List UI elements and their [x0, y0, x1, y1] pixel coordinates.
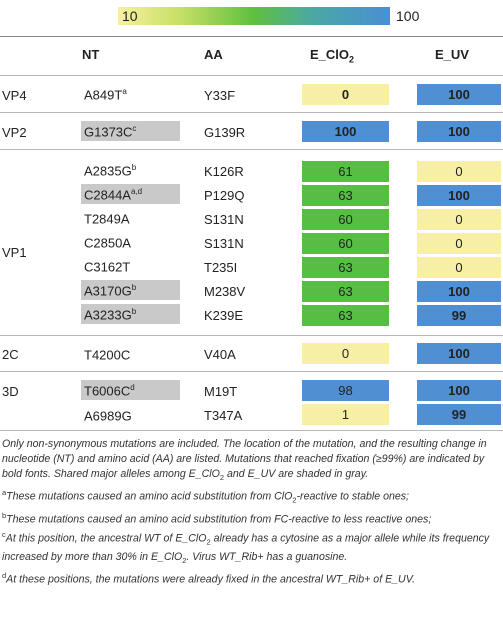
- e-uv-value: 99: [417, 305, 501, 326]
- e-uv-value: 100: [417, 281, 501, 302]
- e-uv-value: 0: [417, 209, 501, 230]
- shared-allele-shading: [81, 380, 180, 400]
- aa-cell: S131N: [204, 236, 244, 251]
- e-uv-value: 100: [417, 185, 501, 206]
- header-aa: AA: [204, 47, 223, 62]
- footnote-main: Only non-synonymous mutations are includ…: [2, 438, 487, 483]
- group-vp2: VP2: [2, 125, 27, 140]
- nt-cell: A6989G: [84, 408, 132, 424]
- aa-cell: G139R: [204, 125, 246, 140]
- group-rule: [0, 112, 503, 113]
- e-clo2-value: 1: [302, 404, 389, 425]
- aa-cell: T347A: [204, 408, 243, 423]
- group-rule: [0, 335, 503, 336]
- nt-cell: T2849A: [84, 211, 130, 227]
- e-uv-value: 100: [417, 121, 501, 142]
- nt-cell: C3162T: [84, 259, 131, 275]
- nt-cell: C2844Aa,d: [84, 187, 143, 203]
- group-vp4: VP4: [2, 88, 27, 103]
- group-rule: [0, 371, 503, 372]
- shared-allele-shading: [81, 304, 180, 324]
- group-rule: [0, 149, 503, 150]
- table-top-rule: [0, 36, 503, 37]
- e-clo2-value: 98: [302, 380, 389, 401]
- e-uv-value: 100: [417, 380, 501, 401]
- e-clo2-value: 60: [302, 233, 389, 254]
- e-uv-value: 0: [417, 233, 501, 254]
- nt-cell: C2850A: [84, 235, 131, 251]
- footnote-a: aThese mutations caused an amino acid su…: [2, 488, 409, 505]
- aa-cell: P129Q: [204, 188, 245, 203]
- e-clo2-value: 0: [302, 84, 389, 105]
- color-scale-gradient: [118, 7, 390, 25]
- nt-cell: T6006Cd: [84, 383, 135, 399]
- e-uv-value: 0: [417, 161, 501, 182]
- color-scale: 10 100: [0, 0, 503, 36]
- header-nt: NT: [82, 47, 100, 62]
- nt-cell: A3170Gb: [84, 283, 137, 299]
- aa-cell: K239E: [204, 308, 244, 323]
- e-uv-value: 0: [417, 257, 501, 278]
- e-clo2-value: 63: [302, 257, 389, 278]
- e-clo2-value: 100: [302, 121, 389, 142]
- nt-cell: A849Ta: [84, 87, 127, 103]
- aa-cell: T235I: [204, 260, 238, 275]
- aa-cell: Y33F: [204, 88, 236, 103]
- e-uv-value: 100: [417, 343, 501, 364]
- header-rule: [0, 75, 503, 76]
- footnote-c: cAt this position, the ancestral WT of E…: [2, 530, 490, 566]
- aa-cell: M19T: [204, 384, 238, 399]
- color-scale-low-label: 10: [122, 8, 138, 24]
- aa-cell: K126R: [204, 164, 244, 179]
- e-uv-value: 100: [417, 84, 501, 105]
- color-scale-high-label: 100: [396, 8, 420, 24]
- e-uv-value: 99: [417, 404, 501, 425]
- shared-allele-shading: [81, 121, 180, 141]
- footnote-d: dAt these positions, the mutations were …: [2, 571, 415, 586]
- nt-cell: A2835Gb: [84, 163, 137, 179]
- e-clo2-value: 63: [302, 281, 389, 302]
- e-clo2-value: 63: [302, 185, 389, 206]
- nt-cell: T4200C: [84, 347, 131, 363]
- e-clo2-value: 60: [302, 209, 389, 230]
- e-clo2-value: 0: [302, 343, 389, 364]
- group-3d: 3D: [2, 384, 19, 399]
- shared-allele-shading: [81, 184, 180, 204]
- footnote-b: bThese mutations caused an amino acid su…: [2, 510, 432, 526]
- aa-cell: S131N: [204, 212, 244, 227]
- e-clo2-value: 63: [302, 305, 389, 326]
- shared-allele-shading: [81, 280, 180, 300]
- nt-cell: G1373Cc: [84, 124, 137, 140]
- table-footnotes: Only non-synonymous mutations are includ…: [2, 437, 502, 588]
- aa-cell: M238V: [204, 284, 246, 299]
- header-e-uv: E_UV: [435, 47, 469, 62]
- table-bottom-rule: [0, 430, 503, 431]
- e-clo2-value: 61: [302, 161, 389, 182]
- group-vp1: VP1: [2, 245, 27, 260]
- group-2c: 2C: [2, 347, 19, 362]
- nt-cell: A3233Gb: [84, 307, 137, 323]
- aa-cell: V40A: [204, 347, 236, 362]
- header-e-clo2: E_ClO2: [310, 47, 355, 65]
